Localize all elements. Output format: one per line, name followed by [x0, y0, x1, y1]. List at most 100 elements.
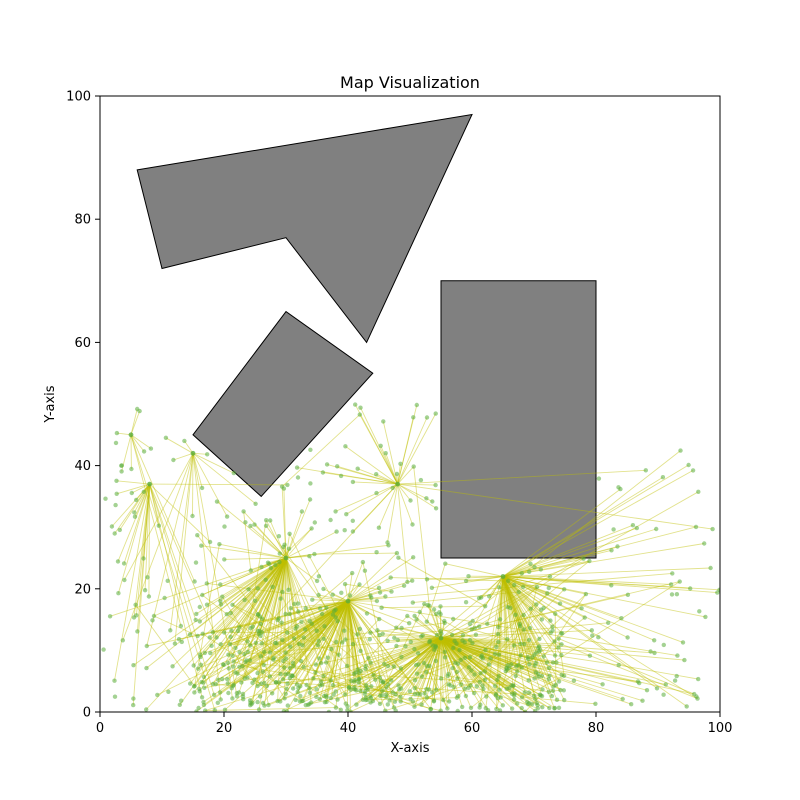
tree-edge-180 — [502, 576, 672, 585]
tree-node-321 — [382, 661, 387, 667]
tree-node-773 — [363, 663, 368, 669]
tree-edge-741 — [193, 557, 287, 687]
x-tick-label-20: 20 — [216, 721, 233, 736]
tree-node-536 — [314, 694, 319, 699]
tree-edge-765 — [440, 634, 476, 639]
tree-edge-715 — [347, 587, 380, 602]
tree-node-8 — [230, 602, 235, 607]
tree-node-550 — [141, 556, 146, 561]
tree-node-555 — [299, 509, 305, 514]
tree-edge-678 — [117, 483, 151, 594]
tree-edge-420 — [202, 594, 294, 667]
tree-edge-113 — [502, 576, 538, 588]
tree-edge-673 — [345, 627, 475, 641]
tree-edge-283 — [424, 637, 442, 694]
tree-node-134 — [374, 472, 379, 477]
tree-node-880 — [357, 676, 362, 681]
tree-node-239 — [424, 619, 429, 624]
tree-edge-179 — [347, 596, 386, 602]
tree-edge-315 — [347, 600, 358, 635]
y-axis-ticks: 0 20 40 60 80 100 — [66, 90, 100, 721]
tree-edge-244 — [269, 600, 349, 677]
tree-edge-385 — [427, 604, 442, 639]
hub-node-5 — [345, 598, 351, 604]
tree-edge-241 — [502, 576, 541, 651]
tree-edge-266 — [220, 557, 287, 585]
tree-edge-627 — [173, 452, 194, 461]
tree-node-22 — [433, 482, 438, 488]
tree-node-533 — [274, 641, 279, 646]
tree-node-161 — [442, 649, 447, 655]
tree-node-250 — [282, 665, 287, 670]
tree-edge-174 — [397, 466, 415, 485]
tree-edge-224 — [278, 557, 287, 619]
tree-edge-109 — [245, 661, 392, 681]
tree-node-118 — [408, 498, 413, 503]
tree-edge-323 — [440, 637, 695, 695]
tree-edge-609 — [378, 483, 399, 528]
tree-node-519 — [259, 564, 264, 570]
tree-node-274 — [198, 662, 204, 667]
tree-edge-655 — [272, 557, 287, 588]
tree-edge-272 — [410, 637, 442, 643]
tree-edge-213 — [502, 576, 552, 633]
tree-node-153 — [460, 704, 465, 710]
tree-node-479 — [552, 653, 558, 658]
tree-node-168 — [255, 586, 260, 591]
tree-node-305 — [562, 587, 567, 592]
tree-edge-734 — [440, 637, 543, 690]
tree-node-693 — [257, 694, 263, 699]
tree-edge-416 — [502, 567, 711, 577]
tree-node-571 — [285, 703, 290, 708]
tree-edge-568 — [502, 576, 508, 640]
tree-edge-115 — [440, 637, 544, 657]
tree-node-856 — [331, 692, 336, 697]
tree-node-360 — [616, 662, 621, 668]
tree-node-620 — [539, 673, 544, 679]
tree-node-140 — [424, 415, 430, 420]
tree-node-796 — [280, 637, 285, 643]
tree-edge-19 — [397, 483, 436, 486]
tree-node-349 — [696, 676, 701, 682]
tree-edge-665 — [502, 576, 582, 609]
tree-node-896 — [535, 702, 540, 708]
tree-edge-823 — [440, 637, 538, 706]
tree-edge-796 — [130, 434, 145, 452]
tree-edge-333 — [347, 585, 405, 602]
tree-edge-290 — [192, 453, 222, 700]
tree-node-727 — [369, 684, 374, 689]
tree-edge-630 — [347, 600, 380, 620]
tree-edge-35 — [435, 638, 442, 690]
tree-node-367 — [451, 645, 456, 651]
tree-node-841 — [496, 674, 501, 679]
tree-node-492 — [412, 613, 417, 619]
tree-node-590 — [271, 657, 276, 662]
tree-edge-517 — [281, 414, 361, 487]
tree-node-524 — [537, 636, 542, 642]
tree-edge-728 — [130, 434, 152, 449]
tree-node-137 — [377, 701, 383, 706]
tree-edge-127 — [379, 637, 442, 705]
tree-edge-500 — [347, 595, 371, 602]
tree-node-543 — [282, 696, 287, 701]
tree-edge-308 — [444, 620, 561, 691]
tree-edge-253 — [502, 476, 664, 577]
tree-node-363 — [103, 496, 108, 501]
tree-edge-227 — [260, 557, 287, 657]
tree-edge-572 — [502, 576, 555, 709]
tree-node-415 — [114, 478, 119, 483]
tree-edge-563 — [552, 581, 680, 663]
tree-node-200 — [155, 692, 160, 698]
tree-edge-628 — [251, 557, 287, 703]
tree-edge-247 — [396, 637, 442, 647]
tree-node-745 — [317, 606, 323, 611]
tree-edge-653 — [285, 555, 310, 559]
tree-node-205 — [314, 687, 319, 692]
tree-edge-820 — [345, 583, 392, 593]
tree-node-782 — [350, 641, 356, 647]
tree-node-565 — [486, 662, 492, 667]
tree-node-182 — [301, 664, 306, 670]
tree-edge-622 — [358, 637, 442, 680]
tree-node-540 — [318, 660, 324, 666]
tree-node-769 — [285, 630, 290, 635]
